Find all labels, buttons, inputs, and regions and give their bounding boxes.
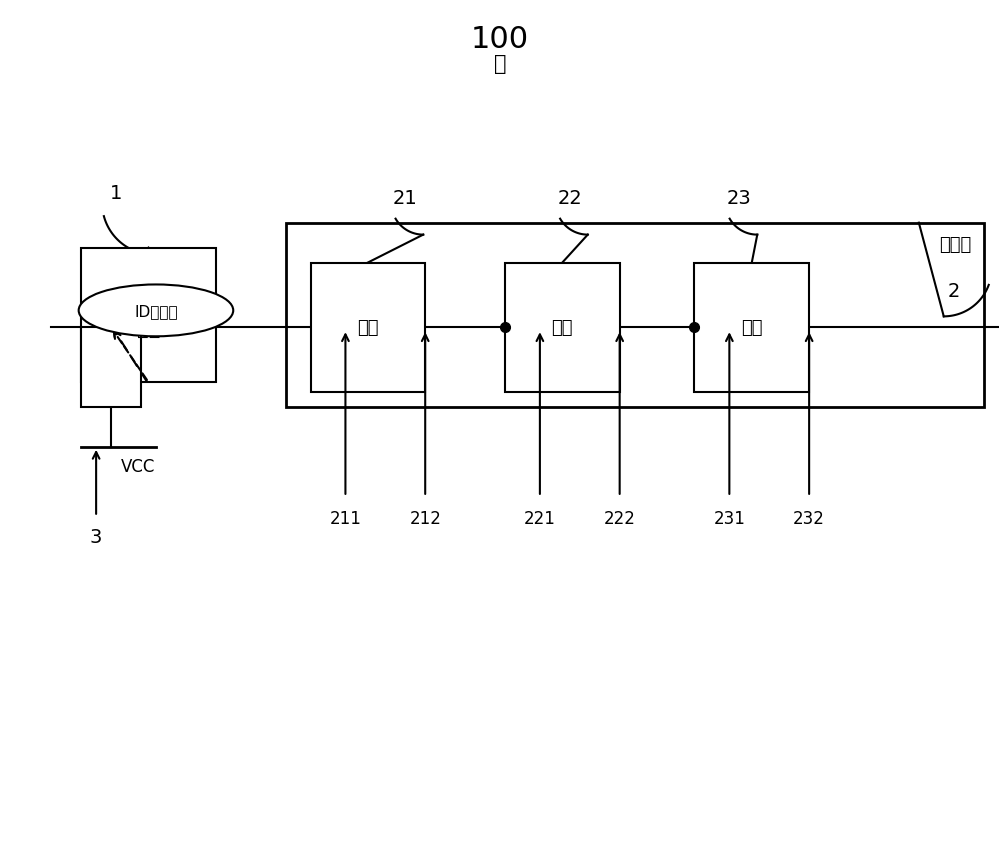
Text: ～: ～ — [494, 55, 506, 74]
Text: 222: 222 — [604, 509, 636, 527]
Text: 芯片组: 芯片组 — [939, 235, 972, 253]
Ellipse shape — [79, 285, 233, 337]
Bar — [286, 223, 984, 407]
Bar — [81, 248, 216, 383]
Text: 22: 22 — [557, 189, 582, 208]
Text: 212: 212 — [409, 509, 441, 527]
Text: 芯片: 芯片 — [741, 319, 763, 337]
Text: 211: 211 — [329, 509, 361, 527]
Text: 232: 232 — [793, 509, 825, 527]
Text: 3: 3 — [90, 527, 102, 546]
Text: ID配置包: ID配置包 — [134, 303, 178, 319]
Text: 231: 231 — [713, 509, 745, 527]
Bar — [505, 263, 620, 393]
Text: 23: 23 — [727, 189, 752, 208]
Text: 21: 21 — [393, 189, 418, 208]
Text: 芯片: 芯片 — [552, 319, 573, 337]
Text: 2: 2 — [948, 282, 960, 301]
Text: 1: 1 — [110, 184, 122, 203]
Text: VCC: VCC — [121, 458, 155, 475]
Text: 221: 221 — [524, 509, 556, 527]
Bar — [81, 328, 141, 407]
Bar — [311, 263, 425, 393]
Text: 100: 100 — [471, 25, 529, 54]
Text: 主控
芯片: 主控 芯片 — [137, 292, 160, 339]
Bar — [694, 263, 809, 393]
Text: 芯片: 芯片 — [357, 319, 379, 337]
